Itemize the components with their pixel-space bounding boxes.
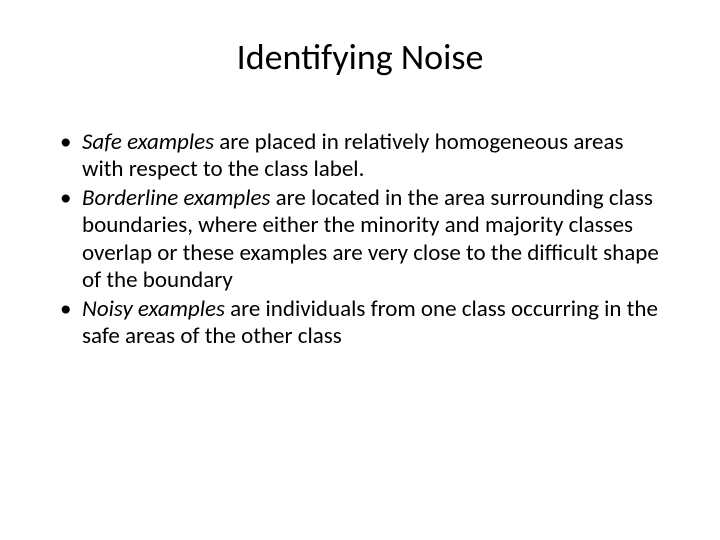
term-noisy: Noisy examples [82,295,225,323]
term-safe: Safe examples [82,128,214,156]
term-borderline: Borderline examples [82,184,270,212]
list-item: Noisy examples are individuals from one … [58,296,670,350]
list-item: Borderline examples are located in the a… [58,185,670,294]
slide-title: Identifying Noise [50,35,670,79]
bullet-list: Safe examples are placed in relatively h… [50,129,670,350]
list-item: Safe examples are placed in relatively h… [58,129,670,183]
